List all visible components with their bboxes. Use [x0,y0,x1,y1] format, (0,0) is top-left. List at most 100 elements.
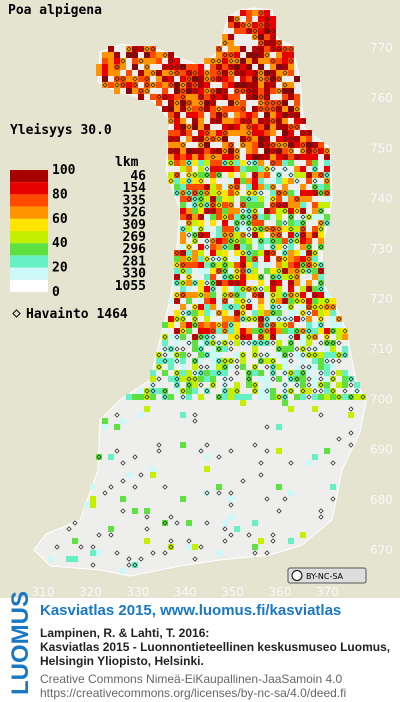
observation [216,490,222,496]
observation [252,442,258,448]
grid-cell [204,160,210,166]
grid-cell [264,292,270,298]
observation [288,334,294,340]
observation [294,274,300,280]
grid-cell [264,58,270,64]
grid-cell [276,148,282,154]
scale-label: 60 [52,212,68,227]
grid-cell [216,394,222,400]
observation [306,334,312,340]
observation [270,322,276,328]
grid-cell [312,172,318,178]
grid-cell [240,340,246,346]
observation [144,88,150,94]
observation [180,142,186,148]
grid-cell [198,76,204,82]
grid-cell [180,268,186,274]
grid-cell [234,280,240,286]
grid-cell [198,106,204,112]
grid-cell [144,70,150,76]
grid-cell [216,298,222,304]
grid-cell [186,250,192,256]
grid-cell [174,106,180,112]
grid-cell [306,178,312,184]
grid-cell [90,502,96,508]
grid-cell [294,352,300,358]
grid-cell [318,184,324,190]
grid-cell [252,148,258,154]
grid-cell [198,340,204,346]
legend-count: 46 [130,169,146,184]
observation [276,190,282,196]
grid-cell [282,328,288,334]
observation [264,76,270,82]
observation [228,184,234,190]
observation [180,94,186,100]
grid-cell [252,388,258,394]
grid-cell [156,58,162,64]
observation [228,100,234,106]
observation [144,76,150,82]
observation [120,76,126,82]
observation [258,460,264,466]
grid-cell [240,124,246,130]
grid-cell [180,70,186,76]
grid-cell [180,226,186,232]
observation [246,160,252,166]
grid-cell [210,328,216,334]
grid-cell [132,58,138,64]
grid-cell [204,88,210,94]
observation [318,280,324,286]
legend-swatch [10,194,48,207]
grid-cell [186,106,192,112]
legend-count: 326 [123,206,147,221]
observation [300,346,306,352]
grid-cell [354,388,360,394]
grid-cell [234,178,240,184]
grid-cell [300,250,306,256]
observation [198,142,204,148]
grid-cell [204,94,210,100]
grid-cell [258,46,264,52]
grid-cell [282,64,288,70]
observation [126,46,132,52]
grid-cell [246,148,252,154]
observation [228,322,234,328]
observation [252,382,258,388]
observation [228,52,234,58]
grid-cell [270,76,276,82]
observation [228,142,234,148]
observation [240,340,246,346]
grid-cell [258,208,264,214]
grid-cell [210,64,216,70]
observation [312,304,318,310]
license-line: Creative Commons Nimeä-EiKaupallinen-Jaa… [40,672,342,686]
observation [276,202,282,208]
grid-cell [246,88,252,94]
observation [210,100,216,106]
observation [246,22,252,28]
grid-cell [258,40,264,46]
grid-cell [180,118,186,124]
grid-cell [276,106,282,112]
grid-cell [222,388,228,394]
grid-cell [102,76,108,82]
observation [198,178,204,184]
observation [186,352,192,358]
legend-count: 296 [123,242,147,257]
observation [144,388,150,394]
observation [252,316,258,322]
grid-cell [96,70,102,76]
observation [288,136,294,142]
grid-cell [258,196,264,202]
grid-cell [210,118,216,124]
grid-cell [246,382,252,388]
observation [174,262,180,268]
grid-cell [318,364,324,370]
grid-cell [252,202,258,208]
observation [324,172,330,178]
grid-cell [162,322,168,328]
observation [306,382,312,388]
species-name: Poa alpigena [8,3,102,18]
grid-cell [246,94,252,100]
